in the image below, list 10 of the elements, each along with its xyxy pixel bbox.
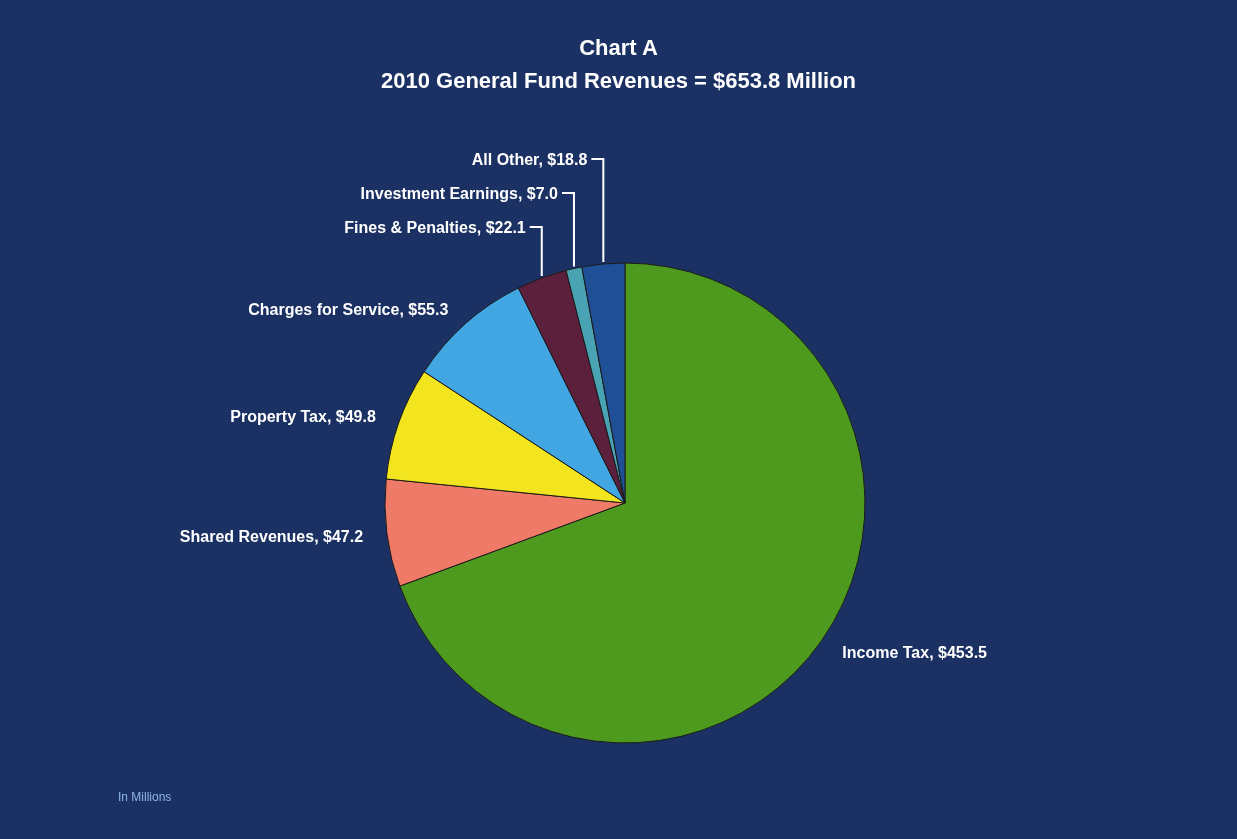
slice-label: Investment Earnings, $7.0 — [360, 185, 559, 202]
slice-label: Property Tax, $49.8 — [230, 408, 376, 426]
slice-label: Fines & Penalties, $22.1 — [344, 219, 526, 236]
chart-subtitle: 2010 General Fund Revenues = $653.8 Million — [380, 68, 857, 93]
text: In Millions — [118, 790, 172, 804]
slice-label: Income Tax, $453.5 — [842, 643, 988, 661]
slice-label: All Other, $18.8 — [471, 151, 588, 168]
slice-label: Charges for Service, $55.3 — [248, 300, 449, 318]
slice-label: Shared Revenues, $47.2 — [179, 527, 364, 545]
chart-title: Chart A — [579, 35, 658, 60]
